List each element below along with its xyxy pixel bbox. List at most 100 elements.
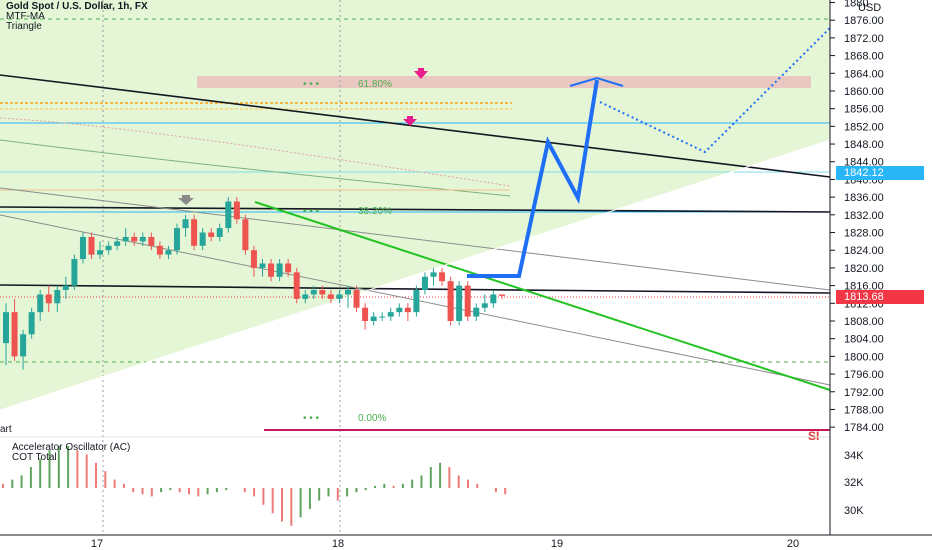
candle bbox=[387, 307, 394, 321]
candle bbox=[456, 281, 463, 326]
candle bbox=[208, 228, 215, 242]
candle bbox=[174, 223, 180, 255]
candle-body bbox=[404, 307, 411, 313]
time-tick-label: 18 bbox=[332, 538, 344, 550]
candle bbox=[79, 232, 86, 264]
candle-body bbox=[131, 236, 138, 242]
candle-body bbox=[45, 294, 52, 304]
time-axis[interactable]: 17 18 19 20 bbox=[0, 534, 932, 550]
candle-body bbox=[20, 334, 27, 357]
price-tick-label: 1816.00 bbox=[844, 281, 884, 293]
pink-arrow-down-icon bbox=[414, 71, 428, 79]
candle-body bbox=[268, 263, 275, 277]
oscillator-name: Accelerator Oscillator (AC) bbox=[12, 442, 131, 453]
time-ticks: 17 18 19 20 bbox=[91, 538, 799, 550]
svg-text:• • •: • • • bbox=[303, 206, 320, 217]
projection-arrowhead bbox=[569, 76, 624, 87]
price-tick-label: 1808.00 bbox=[844, 316, 884, 328]
candle-body bbox=[199, 232, 206, 246]
candle-body bbox=[379, 316, 386, 318]
candle bbox=[37, 290, 44, 321]
lower-trend-line bbox=[0, 284, 831, 294]
candle-body bbox=[208, 232, 215, 237]
candle bbox=[105, 241, 112, 255]
candle-body bbox=[259, 263, 266, 268]
candle-body bbox=[139, 236, 146, 242]
candle bbox=[88, 232, 95, 260]
candle-body bbox=[88, 236, 95, 255]
legend-triangle: Triangle bbox=[6, 21, 42, 32]
upper-trend-line bbox=[0, 74, 831, 178]
candle bbox=[199, 228, 206, 251]
price-scale[interactable]: 1784.00 1788.00 1792.00 1796.00 1800.00 1804.… bbox=[829, 0, 884, 535]
candle-body bbox=[293, 272, 300, 299]
candlestick-series bbox=[3, 197, 505, 370]
candle bbox=[131, 232, 138, 246]
candle bbox=[396, 303, 403, 317]
candle-body bbox=[114, 241, 121, 246]
candle-body bbox=[490, 294, 497, 304]
candle-body bbox=[233, 201, 240, 220]
candle bbox=[285, 259, 292, 277]
candle bbox=[97, 241, 104, 260]
price-ticks: 1784.00 1788.00 1792.00 1796.00 1800.00 1804.… bbox=[830, 0, 884, 434]
svg-text:• • •: • • • bbox=[303, 79, 320, 90]
candle bbox=[430, 267, 437, 286]
price-tick-label: 1864.00 bbox=[844, 68, 884, 80]
candle bbox=[498, 294, 505, 299]
price-tag-current: 1813.68 bbox=[836, 290, 924, 304]
candle bbox=[242, 214, 249, 255]
candle-body bbox=[174, 228, 180, 251]
candle bbox=[310, 285, 317, 299]
candle-body bbox=[421, 276, 428, 291]
candle bbox=[28, 307, 35, 339]
candle bbox=[293, 267, 300, 304]
candle-body bbox=[456, 285, 463, 321]
candle bbox=[336, 290, 343, 304]
green-trend-line bbox=[254, 201, 831, 391]
oscillator-ticks: 34K 32K 30K bbox=[844, 450, 864, 517]
price-tick-label: 1860.00 bbox=[844, 86, 884, 98]
fib-382-label: 38.20% bbox=[358, 206, 392, 217]
oscillator-tick-label: 32K bbox=[844, 477, 864, 489]
currency-label: USD bbox=[858, 2, 881, 14]
legend-mtf-ma: MTF-MA bbox=[6, 11, 45, 22]
oscillator-tick-label: 34K bbox=[844, 450, 864, 462]
candle-body bbox=[191, 219, 198, 246]
candle-body bbox=[430, 272, 437, 277]
svg-text:• • •: • • • bbox=[303, 413, 320, 424]
candle-body bbox=[156, 245, 163, 255]
candle bbox=[413, 285, 420, 317]
candle-body bbox=[310, 290, 317, 295]
candle-body bbox=[79, 236, 86, 260]
price-tick-label: 1784.00 bbox=[844, 422, 884, 434]
time-tick-label: 20 bbox=[787, 538, 799, 550]
candle-body bbox=[481, 303, 488, 308]
candle-body bbox=[62, 285, 69, 291]
candle bbox=[276, 259, 283, 282]
price-tick-label: 1792.00 bbox=[844, 387, 884, 399]
candle-body bbox=[285, 263, 292, 273]
candle bbox=[421, 272, 428, 295]
chart-legend: Gold Spot / U.S. Dollar, 1h, FX MTF-MA T… bbox=[6, 2, 148, 32]
candle-body bbox=[336, 294, 343, 299]
price-tick-label: 1868.00 bbox=[844, 51, 884, 63]
price-tick-label: 1796.00 bbox=[844, 369, 884, 381]
gray-arrow-down-icon bbox=[178, 198, 194, 205]
candle-body bbox=[276, 263, 283, 277]
candle bbox=[370, 312, 377, 326]
candle-body bbox=[148, 236, 155, 246]
legend-title: Gold Spot / U.S. Dollar, 1h, FX bbox=[6, 1, 148, 12]
pink-arrow-stem bbox=[418, 68, 424, 72]
candle bbox=[216, 223, 223, 242]
candle bbox=[3, 303, 9, 366]
projection-blue-path bbox=[467, 79, 599, 278]
trend-lines bbox=[0, 74, 831, 411]
price-tick-label: 1804.00 bbox=[844, 334, 884, 346]
candle-body bbox=[302, 294, 309, 299]
price-tick-label: 1824.00 bbox=[844, 245, 884, 257]
candle bbox=[404, 303, 411, 321]
candle-body bbox=[28, 312, 35, 335]
candle bbox=[250, 245, 257, 277]
